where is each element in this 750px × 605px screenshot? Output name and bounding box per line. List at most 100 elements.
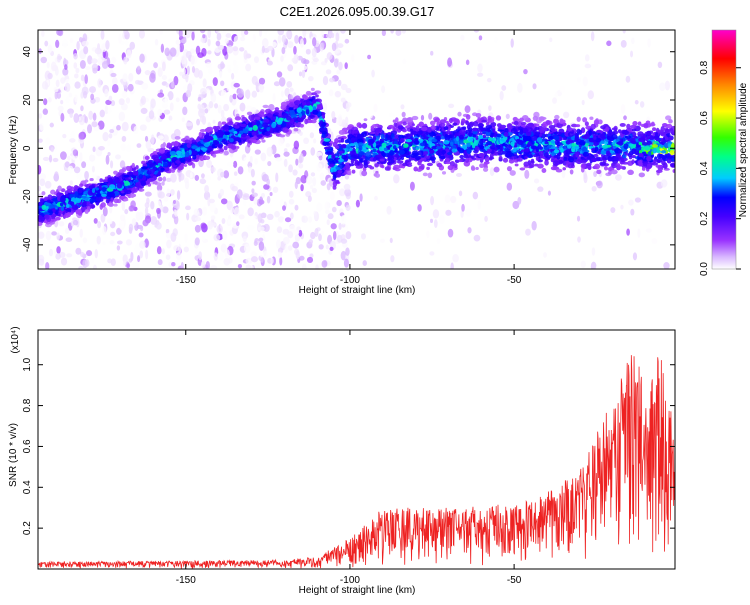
spectrogram-cell — [338, 61, 343, 71]
spectrogram-cell — [532, 83, 537, 90]
spectrogram-cell — [576, 116, 581, 122]
spectrogram-cell — [102, 131, 109, 142]
spectrogram-cell — [159, 30, 164, 35]
spectrogram-cell — [333, 230, 337, 241]
spectrogram-cell — [251, 180, 256, 186]
spectrogram-cell — [307, 195, 312, 202]
spectrogram-cell — [619, 123, 626, 127]
spectrogram-cell — [208, 101, 214, 109]
spectrogram-cell — [185, 74, 189, 83]
spectrogram-cell — [287, 41, 294, 49]
spectrogram-cell — [113, 170, 118, 175]
spectrogram-cell — [237, 88, 244, 98]
spectrogram-cell — [127, 83, 134, 92]
spectrogram-cell — [64, 161, 70, 168]
spectrogram-cell — [170, 232, 177, 243]
spectrogram-cell — [245, 264, 252, 269]
spectrogram-cell — [582, 146, 588, 152]
spectrogram-cell — [105, 198, 110, 204]
spectrogram-cell — [315, 94, 319, 98]
spectrogram-cell — [70, 131, 75, 140]
spectrogram-cell — [150, 134, 155, 145]
spectrogram-cell — [129, 205, 135, 212]
spectrogram-cell — [345, 87, 352, 94]
spectrogram-cell — [251, 192, 258, 198]
spectrogram-cell — [131, 162, 136, 169]
spectrogram-cell — [591, 185, 597, 192]
spectrogram-cell — [79, 59, 86, 69]
spectrogram-cell — [246, 111, 253, 116]
spectrogram-cell — [212, 77, 218, 86]
spectrogram-cell — [224, 38, 229, 44]
spectrogram-cell — [157, 265, 163, 269]
spectrogram-cell — [631, 37, 635, 45]
spectrogram-cell — [344, 174, 350, 180]
spectrogram-cell — [631, 128, 637, 132]
spectrogram-cell — [454, 159, 460, 163]
spectrogram-cell — [120, 103, 128, 111]
figure-title: C2E1.2026.095.00.39.G17 — [280, 4, 435, 19]
spectrogram-cell — [319, 172, 325, 181]
spectrogram-cell — [204, 184, 210, 194]
spectrogram-cell — [80, 105, 84, 112]
spectrogram-cell — [313, 138, 317, 144]
spectrogram-cell — [171, 261, 176, 267]
spectrogram-cell — [554, 114, 560, 120]
spectrogram-cell — [305, 175, 313, 185]
spectrogram-cell — [340, 214, 347, 225]
spectrogram-cell — [582, 76, 588, 87]
spectrogram-cell — [450, 195, 457, 204]
spectrogram-cell — [612, 130, 619, 135]
spectrogram-cell — [121, 135, 127, 142]
spectrogram-cell — [563, 111, 570, 119]
spectrogram-cell — [666, 123, 673, 129]
spectrogram-cell — [158, 191, 165, 199]
spectrogram-cell — [142, 219, 149, 227]
spectrogram-cell — [555, 168, 563, 173]
spectrogram-cell — [411, 123, 415, 127]
spectrogram-cell — [161, 181, 165, 186]
spectrogram-cell — [110, 72, 117, 78]
spectrogram-cell — [545, 119, 551, 125]
spectrogram-cell — [238, 214, 245, 220]
spectrogram-cell — [62, 38, 68, 48]
spectrogram-cell — [230, 72, 235, 80]
spectrogram-cell — [48, 154, 53, 163]
spectrogram-cell — [248, 36, 255, 44]
spectrogram-cell — [270, 41, 277, 48]
spectrogram-cell — [488, 105, 492, 111]
spectrogram-cell — [584, 63, 592, 69]
spectrogram-cell — [626, 123, 631, 130]
spectrogram-cell — [99, 178, 104, 183]
spectrogram-cell — [393, 174, 400, 184]
spectrogram-cell — [672, 169, 675, 173]
spectrogram-cell — [202, 206, 208, 216]
spectrogram-cell — [65, 237, 73, 243]
spectrogram-cell — [288, 190, 294, 198]
spectrogram-cell — [118, 111, 126, 122]
spectrogram-cell — [630, 50, 634, 58]
spectrogram-cell — [581, 99, 585, 106]
spectrogram-cell — [168, 78, 173, 83]
spectrogram-cell — [325, 33, 332, 39]
spectrogram-cell — [647, 38, 651, 48]
spectrogram-cell — [464, 105, 471, 114]
spectrogram-cell — [205, 260, 210, 269]
spectrogram-cell — [512, 116, 518, 122]
spectrogram-cell — [413, 166, 419, 172]
spectrogram-cell — [185, 205, 191, 211]
spectrogram-cell — [390, 255, 395, 263]
spectrogram-cell — [191, 162, 196, 169]
spectrogram-cell — [321, 42, 325, 48]
spectrogram-cell — [38, 259, 42, 265]
spectrogram-cell — [390, 138, 395, 142]
spectrogram-cell — [269, 191, 273, 197]
spectrogram-cell — [90, 258, 95, 264]
spectrogram-cell — [145, 139, 152, 150]
spectrogram-cell — [261, 45, 265, 54]
spectrogram-cell — [49, 122, 54, 128]
spectrogram-cell — [84, 66, 91, 71]
spectrogram-cell — [233, 64, 239, 75]
spectrogram-cell — [402, 117, 408, 123]
spectrogram-cell — [200, 87, 207, 95]
